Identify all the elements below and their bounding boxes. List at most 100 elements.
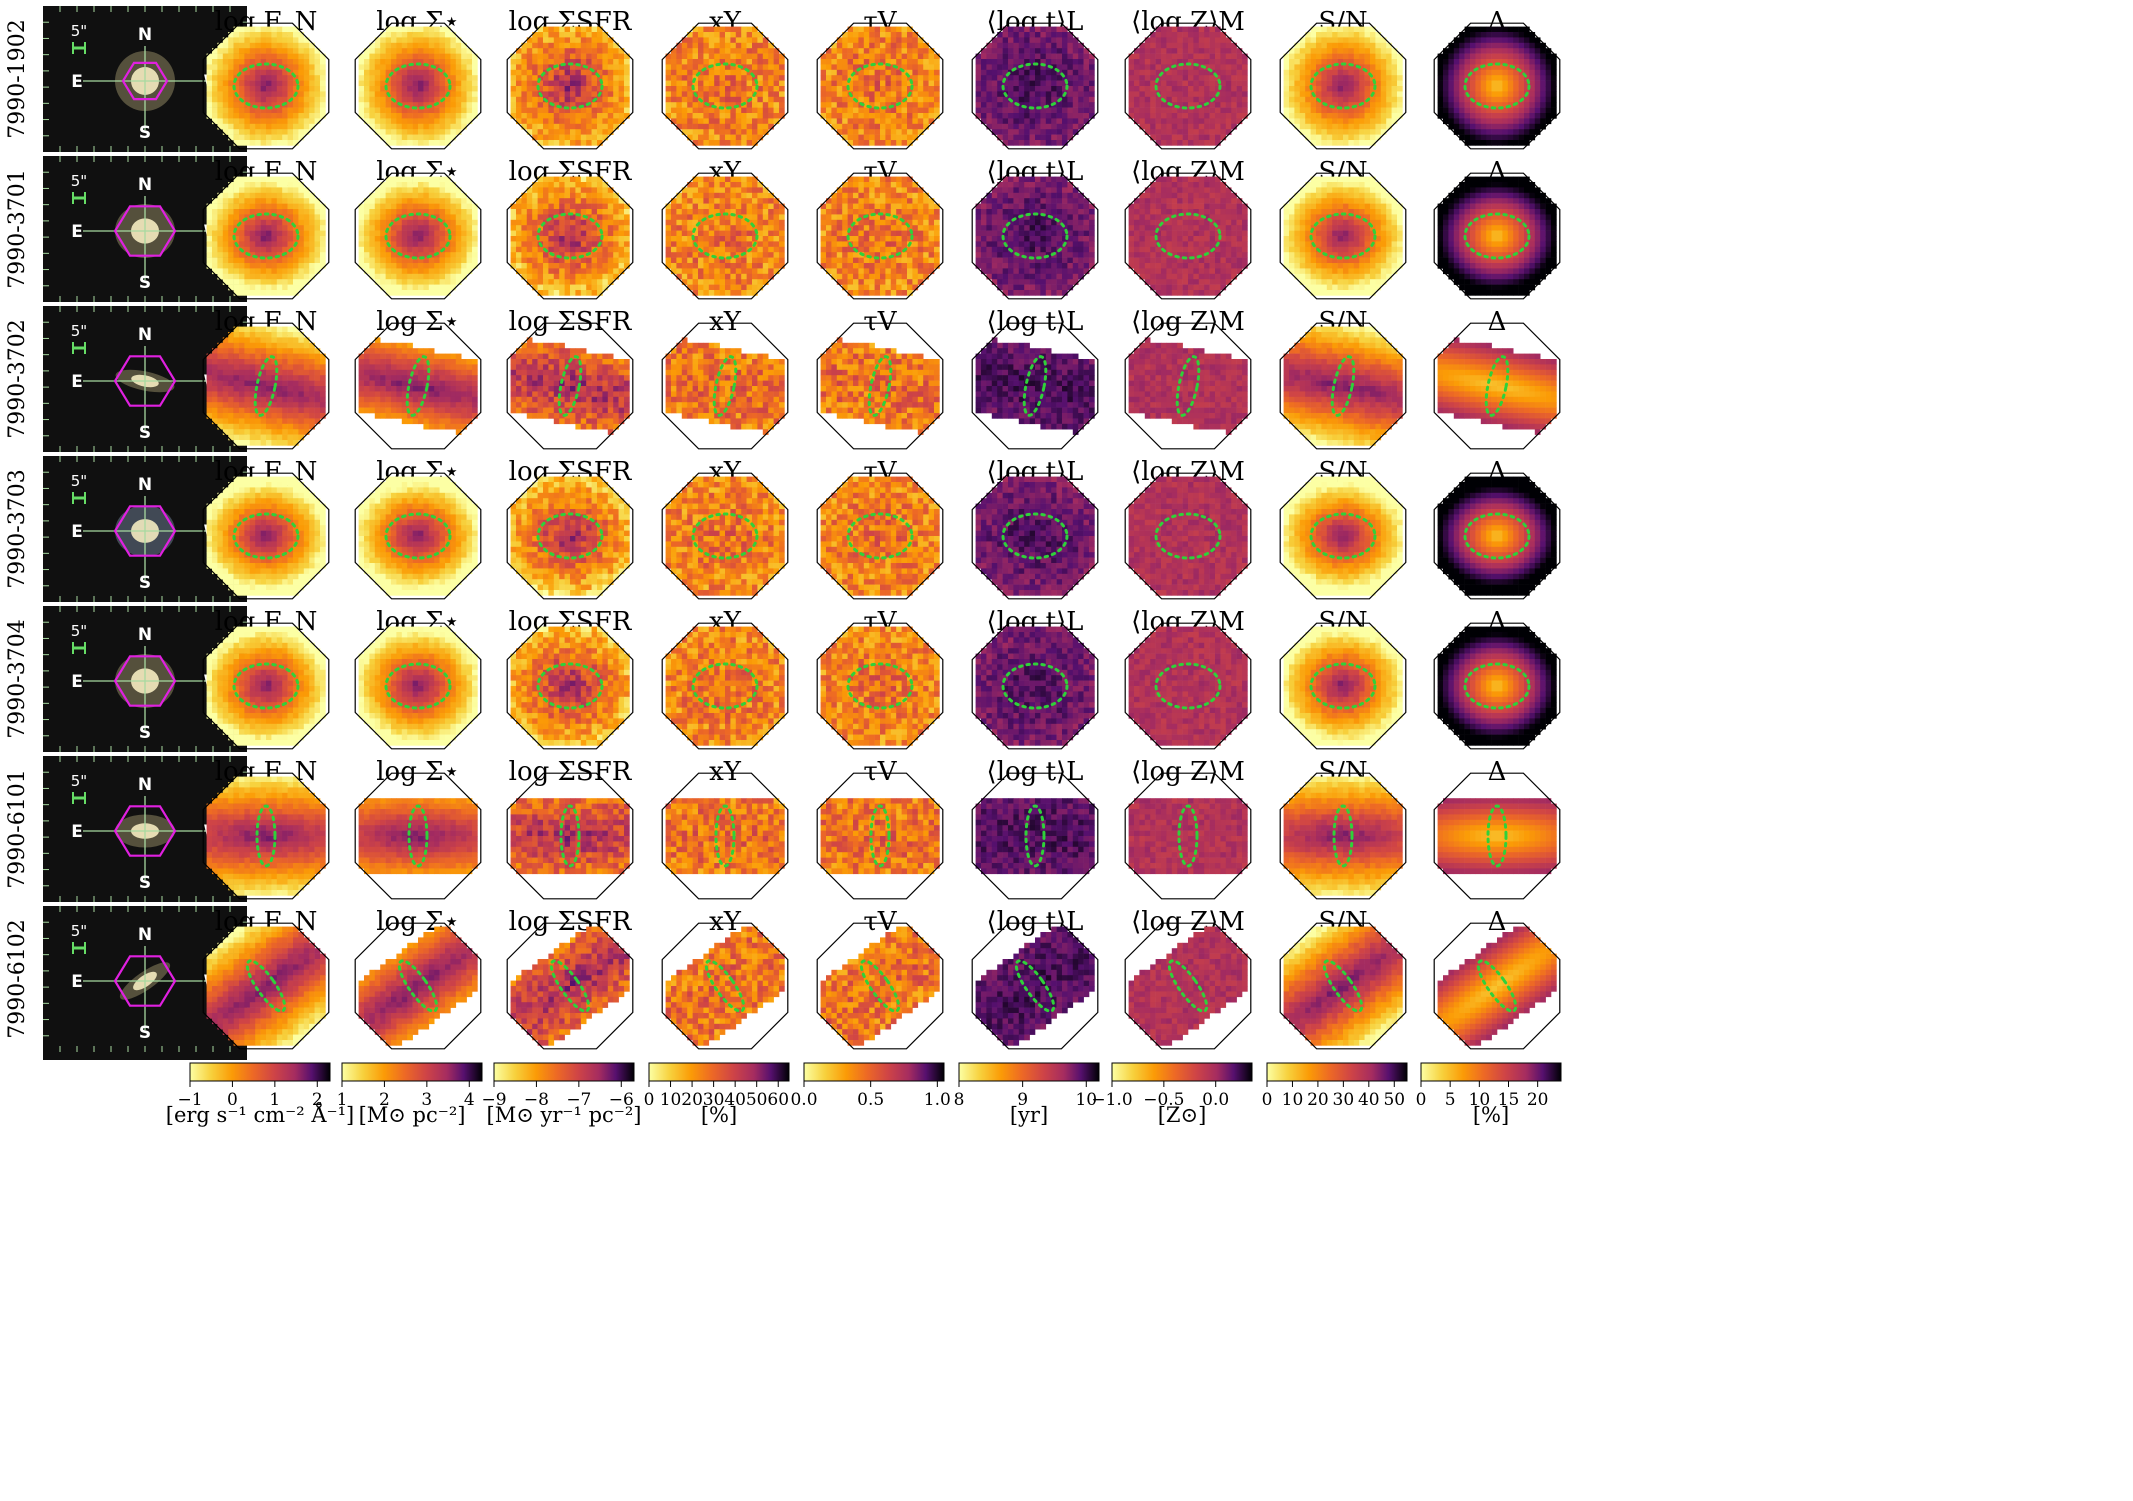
map-pixel xyxy=(1210,140,1216,146)
map-pixel xyxy=(592,91,598,97)
map-pixel xyxy=(1338,70,1344,76)
map-pixel xyxy=(396,43,402,49)
map-pixel xyxy=(521,75,527,81)
map-pixel xyxy=(217,113,223,119)
map-pixel xyxy=(212,64,218,70)
map-pixel xyxy=(1166,59,1172,65)
map-pixel xyxy=(1316,81,1322,87)
map-pixel xyxy=(1551,97,1557,103)
map-pixel xyxy=(891,75,897,81)
map-pixel xyxy=(1492,86,1498,92)
map-pixel xyxy=(885,70,891,76)
map-pixel xyxy=(364,75,370,81)
map-pixel xyxy=(1204,124,1210,130)
map-pixel xyxy=(413,225,419,231)
map-pixel xyxy=(741,48,747,54)
map-pixel xyxy=(1354,37,1360,43)
map-pixel xyxy=(418,263,424,269)
map-pixel xyxy=(1305,108,1311,114)
map-pixel xyxy=(1073,81,1079,87)
map-pixel xyxy=(228,102,234,108)
map-pixel xyxy=(434,198,440,204)
map-pixel xyxy=(1316,118,1322,124)
map-pixel xyxy=(250,59,256,65)
map-pixel xyxy=(1166,54,1172,60)
map-pixel xyxy=(223,54,229,60)
map-pixel xyxy=(1172,43,1178,49)
map-pixel xyxy=(619,75,625,81)
map-pixel xyxy=(608,64,614,70)
map-pixel xyxy=(592,75,598,81)
map-pixel xyxy=(1156,118,1162,124)
map-pixel xyxy=(826,48,832,54)
map-pixel xyxy=(757,102,763,108)
map-pixel xyxy=(597,118,603,124)
map-pixel xyxy=(320,252,326,258)
map-pixel xyxy=(228,198,234,204)
map-pixel xyxy=(885,37,891,43)
map-pixel xyxy=(1438,54,1444,60)
map-pixel xyxy=(364,108,370,114)
map-pixel xyxy=(456,118,462,124)
map-pixel xyxy=(1003,48,1009,54)
map-pixel xyxy=(1365,43,1371,49)
map-pixel xyxy=(682,37,688,43)
map-pixel xyxy=(261,198,267,204)
map-pixel xyxy=(266,97,272,103)
map-pixel xyxy=(1438,81,1444,87)
map-pixel xyxy=(559,81,565,87)
map-pixel xyxy=(1051,86,1057,92)
map-pixel xyxy=(434,279,440,285)
map-pixel xyxy=(1008,124,1014,130)
map-pixel xyxy=(1051,97,1057,103)
map-pixel xyxy=(315,241,321,247)
map-pixel xyxy=(1546,113,1552,119)
map-pixel xyxy=(396,27,402,33)
map-pixel xyxy=(261,32,267,38)
map-pixel xyxy=(271,182,277,188)
map-pixel xyxy=(1486,75,1492,81)
map-pixel xyxy=(682,124,688,130)
map-pixel xyxy=(380,102,386,108)
map-pixel xyxy=(1359,86,1365,92)
map-pixel xyxy=(375,124,381,130)
map-pixel xyxy=(848,64,854,70)
map-pixel xyxy=(676,118,682,124)
map-pixel xyxy=(559,124,565,130)
map-pixel xyxy=(1300,70,1306,76)
map-pixel xyxy=(1321,140,1327,146)
map-pixel xyxy=(277,236,283,242)
map-pixel xyxy=(298,198,304,204)
map-pixel xyxy=(923,97,929,103)
map-pixel xyxy=(315,54,321,60)
map-pixel xyxy=(608,118,614,124)
map-pixel xyxy=(239,182,245,188)
map-pixel xyxy=(575,97,581,103)
map-pixel xyxy=(304,113,310,119)
map-pixel xyxy=(768,102,774,108)
map-pixel xyxy=(1161,48,1167,54)
map-pixel xyxy=(429,48,435,54)
map-pixel xyxy=(407,220,413,226)
map-pixel xyxy=(1145,37,1151,43)
map-pixel xyxy=(698,102,704,108)
map-pixel xyxy=(244,204,250,210)
map-pixel xyxy=(929,81,935,87)
map-pixel xyxy=(1210,48,1216,54)
map-pixel xyxy=(380,108,386,114)
map-pixel xyxy=(1311,113,1317,119)
map-pixel xyxy=(1166,32,1172,38)
map-pixel xyxy=(423,86,429,92)
map-pixel xyxy=(1540,75,1546,81)
map-pixel xyxy=(1486,27,1492,33)
map-pixel xyxy=(918,113,924,119)
map-pixel xyxy=(976,102,982,108)
map-pixel xyxy=(624,108,630,114)
map-pixel xyxy=(1348,97,1354,103)
map-pixel xyxy=(1497,86,1503,92)
map-pixel xyxy=(986,108,992,114)
map-pixel xyxy=(602,54,608,60)
map-pixel xyxy=(858,81,864,87)
map-pixel xyxy=(1497,91,1503,97)
map-pixel xyxy=(602,91,608,97)
